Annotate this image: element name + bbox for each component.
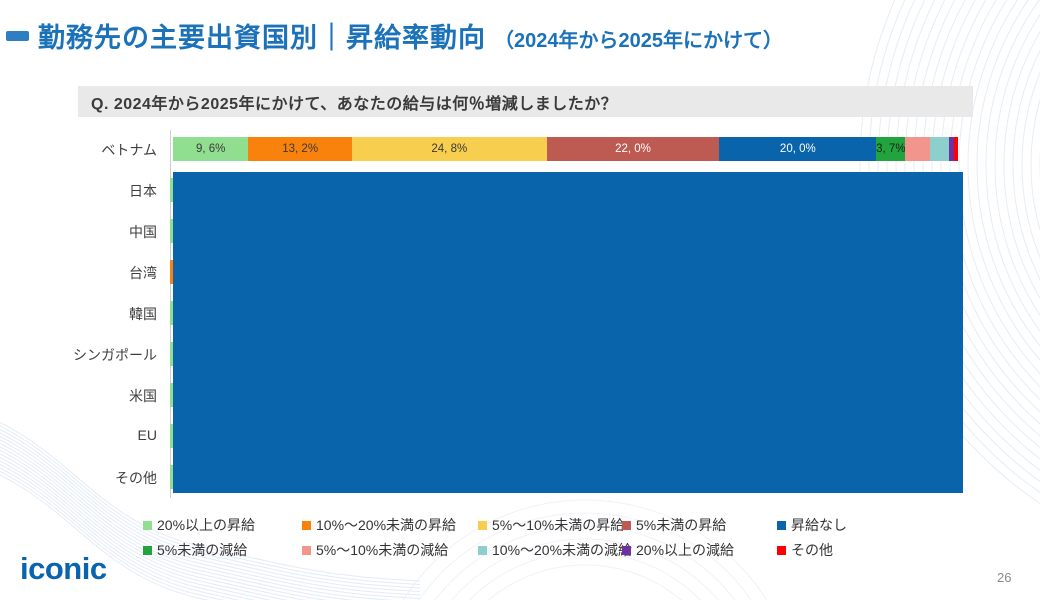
row-sliver	[169, 424, 173, 448]
bar-segment	[954, 137, 958, 161]
bar-segment-label: 3, 7%	[876, 143, 906, 155]
category-labels: ベトナム日本中国台湾韓国シンガポール米国 EU その他	[0, 0, 163, 600]
legend-swatch	[622, 520, 631, 530]
category-label: 米国	[129, 388, 157, 404]
legend-item: 20%以上の減給	[622, 540, 734, 560]
legend-item: 5%～10%未満の昇給	[478, 515, 624, 535]
bar-segment: 13, 2%	[248, 137, 352, 161]
question-bar: Q. 2024年から2025年にかけて、あなたの給与は何％増減しましたか？	[78, 86, 973, 117]
bottom-left-waves	[0, 421, 421, 600]
legend-label: 5%未満の減給	[157, 542, 248, 558]
category-label: その他	[115, 470, 157, 486]
legend-swatch	[478, 520, 487, 530]
category-label: ベトナム	[101, 142, 157, 158]
page-title-period: （2024年から2025年にかけて）	[494, 30, 783, 52]
no-raise-overlay-block	[173, 172, 963, 493]
legend-item: 20%以上の昇給	[143, 515, 255, 535]
right-fan-waves	[859, 0, 1040, 504]
bar-segment-label: 13, 2%	[282, 143, 319, 155]
bar-segment: 24, 8%	[351, 137, 547, 161]
legend-label: 5%～10%未満の昇給	[492, 517, 625, 533]
row-sliver	[169, 342, 173, 366]
legend-item: 昇給なし	[777, 515, 847, 535]
row-sliver	[169, 465, 173, 489]
legend-swatch	[302, 545, 311, 555]
bar-segment: 22, 0%	[546, 137, 720, 161]
legend-label: 昇給なし	[791, 517, 847, 533]
bar-segment-label: 20, 0%	[779, 143, 816, 155]
bar-segment: 20, 0%	[719, 137, 877, 161]
row-sliver	[169, 219, 173, 243]
legend-label: 20%以上の昇給	[157, 517, 256, 533]
legend-item: その他	[777, 540, 833, 560]
center-bottom-arcs	[402, 499, 768, 600]
legend-label: 10%～20%未満の減給	[492, 542, 633, 558]
row-sliver	[169, 383, 173, 407]
category-label: シンガポール	[73, 347, 157, 363]
title-accent-dash	[6, 31, 29, 41]
legend-swatch	[143, 520, 152, 530]
bar-segment: 3, 7%	[876, 137, 906, 161]
row-sliver	[169, 301, 173, 325]
legend-swatch	[478, 545, 487, 555]
legend-label: 5%未満の昇給	[636, 517, 727, 533]
row-sliver	[169, 260, 173, 284]
legend-item: 10%～20%未満の減給	[478, 540, 632, 560]
page-title: 勤務先の主要出資国別｜昇給率動向 （2024年から2025年にかけて）	[38, 16, 783, 55]
bar-segment	[930, 137, 949, 161]
page-number: 26	[997, 570, 1012, 585]
bar-segment: 9, 6%	[173, 137, 249, 161]
row-sliver	[169, 178, 173, 202]
legend-label: 20%以上の減給	[636, 542, 735, 558]
bar-segment-label: 9, 6%	[195, 143, 226, 155]
legend-swatch	[622, 545, 631, 555]
category-label: 韓国	[129, 306, 157, 322]
category-label: 台湾	[129, 265, 157, 281]
legend-label: 10%～20%未満の昇給	[316, 517, 457, 533]
legend-swatch	[302, 520, 311, 530]
category-label: EU	[137, 427, 157, 443]
legend-swatch	[143, 545, 152, 555]
vietnam-bar: 9, 6% 13, 2% 24, 8% 22, 0% 20, 0% 3, 7%	[173, 137, 958, 161]
category-label: 中国	[129, 224, 157, 240]
question-text: Q. 2024年から2025年にかけて、あなたの給与は何％増減しましたか？	[91, 95, 618, 113]
category-label: 日本	[129, 183, 157, 199]
bar-segment	[905, 137, 931, 161]
bar-segment-label: 22, 0%	[615, 143, 651, 155]
legend-label: 5%～10%未満の減給	[316, 542, 449, 558]
legend-swatch	[777, 520, 786, 530]
page-title-main: 勤務先の主要出資国別｜昇給率動向	[38, 23, 486, 53]
legend-swatch	[777, 545, 786, 555]
iconic-logo: iconic	[20, 551, 107, 586]
legend-label: その他	[791, 542, 833, 558]
legend-item: 10%～20%未満の昇給	[302, 515, 456, 535]
bar-segment-label: 24, 8%	[431, 143, 468, 155]
bar-segment	[948, 137, 954, 161]
legend-item: 5%未満の減給	[143, 540, 247, 560]
legend-item: 5%～10%未満の減給	[302, 540, 448, 560]
legend-item: 5%未満の昇給	[622, 515, 726, 535]
